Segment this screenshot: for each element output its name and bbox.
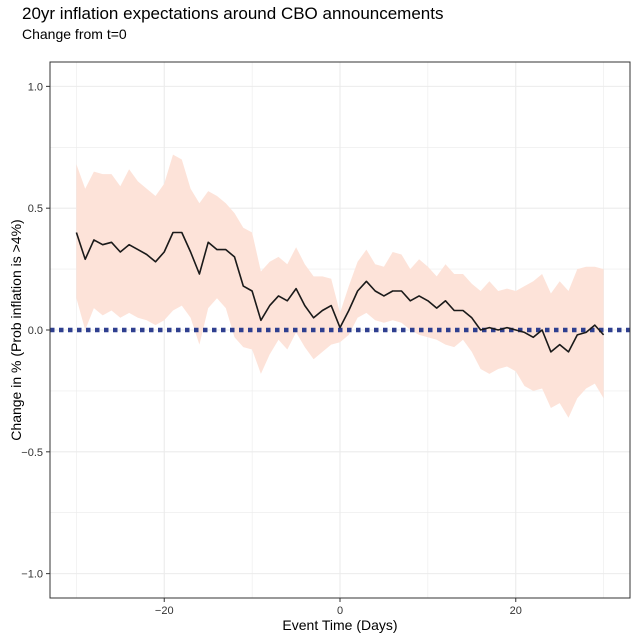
series-line (75, 231, 605, 353)
x-axis-title: Event Time (Days) (282, 617, 397, 633)
chart-title: 20yr inflation expectations around CBO a… (22, 4, 444, 23)
confidence-band-group (76, 154, 604, 418)
chart-subtitle: Change from t=0 (22, 26, 127, 42)
y-axis-title: Change in % (Prob inflation is >4%) (8, 219, 24, 440)
y-tick-label: 1.0 (28, 81, 43, 93)
x-tick-label: −20 (155, 605, 174, 617)
y-tick-label: 0.5 (28, 203, 43, 215)
y-tick-label: −0.5 (21, 447, 43, 459)
x-tick-label: 20 (510, 605, 522, 617)
axes: −20 0 20 −1.0 −0.5 0.0 0.5 1.0 (21, 81, 522, 617)
y-tick-label: −1.0 (21, 569, 43, 581)
confidence-band (76, 154, 604, 418)
series-line-group (75, 231, 605, 353)
y-tick-label: 0.0 (28, 325, 43, 337)
x-tick-label: 0 (337, 605, 343, 617)
